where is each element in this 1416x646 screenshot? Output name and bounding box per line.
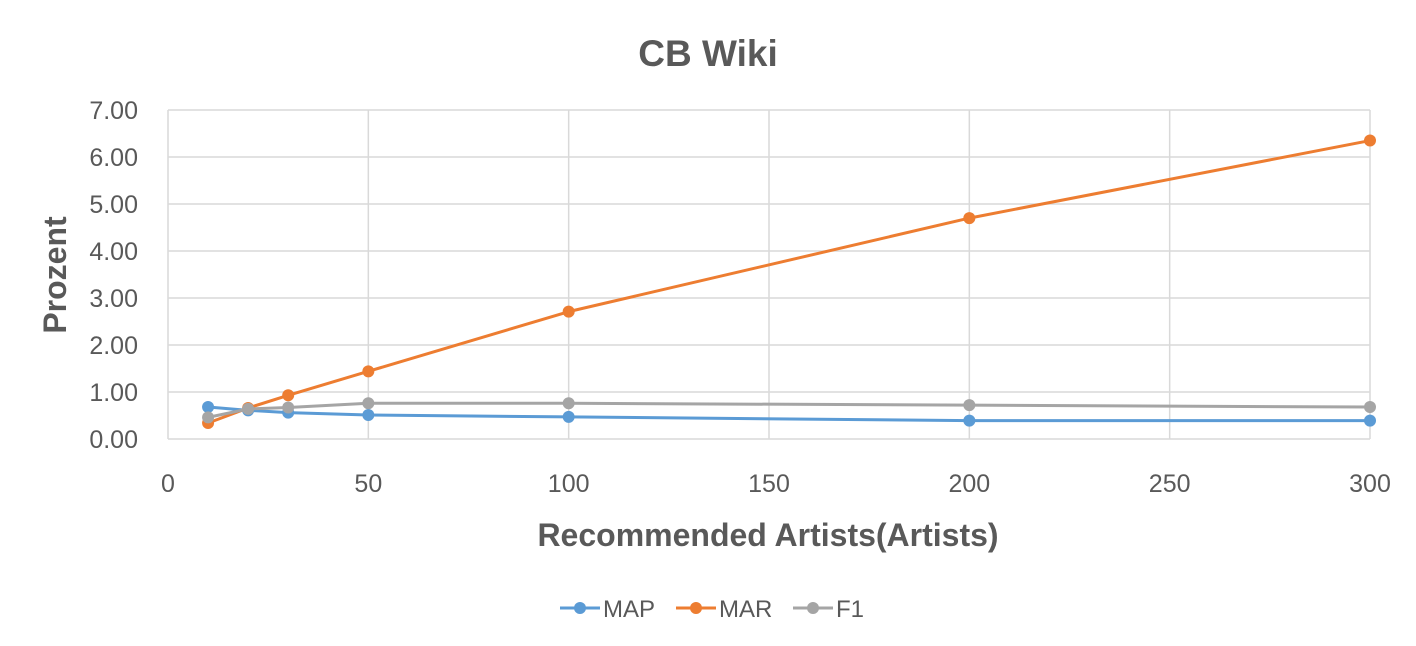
data-point-map [362, 409, 375, 422]
y-tick-label: 5.00 [89, 191, 138, 219]
data-point-map [202, 401, 215, 414]
gridlines [167, 109, 1371, 440]
legend-swatch-marker [690, 602, 702, 614]
data-point-f1 [963, 399, 976, 412]
y-tick-label: 3.00 [89, 285, 138, 313]
data-point-f1 [242, 402, 255, 415]
data-point-mar [1364, 134, 1376, 147]
y-tick-label: 6.00 [89, 144, 138, 172]
data-point-mar [282, 389, 295, 402]
x-tick-label: 300 [1349, 470, 1391, 498]
x-axis-ticks: 0 50 100 150 200 250 300 [161, 470, 1391, 498]
y-tick-label: 2.00 [89, 332, 138, 360]
x-axis-title: Recommended Artists(Artists) [537, 517, 998, 553]
data-point-mar [963, 212, 976, 225]
legend-item-map: MAP [560, 596, 655, 623]
legend-label: MAP [603, 596, 655, 623]
data-point-mar [562, 305, 575, 318]
y-tick-label: 0.00 [89, 426, 138, 454]
x-tick-label: 250 [1149, 470, 1191, 498]
legend-label: MAR [719, 596, 772, 623]
series-lines [202, 134, 1376, 430]
legend-item-f1: F1 [793, 596, 864, 623]
data-point-f1 [362, 397, 375, 410]
y-axis-ticks: 0.00 1.00 2.00 3.00 4.00 5.00 6.00 7.00 [89, 97, 138, 454]
x-tick-label: 200 [948, 470, 990, 498]
x-tick-label: 100 [548, 470, 590, 498]
legend: MAP MAR F1 [560, 596, 864, 623]
data-point-map [562, 410, 575, 423]
x-tick-label: 150 [748, 470, 790, 498]
legend-swatch-marker [807, 602, 819, 614]
x-tick-label: 50 [354, 470, 382, 498]
data-point-f1 [202, 411, 215, 424]
data-point-map [963, 414, 976, 427]
y-axis-title: Prozent [37, 216, 73, 334]
chart-title: CB Wiki [638, 33, 777, 74]
legend-label: F1 [836, 596, 864, 623]
legend-swatch-marker [574, 602, 586, 614]
data-point-f1 [1364, 401, 1376, 414]
y-tick-label: 1.00 [89, 379, 138, 407]
series-f1 [202, 397, 1376, 424]
y-tick-label: 7.00 [89, 97, 138, 125]
legend-item-mar: MAR [676, 596, 772, 623]
data-point-mar [362, 365, 375, 378]
x-tick-label: 0 [161, 470, 175, 498]
data-point-map [1364, 414, 1376, 427]
data-point-f1 [562, 397, 575, 410]
data-point-f1 [282, 401, 295, 414]
y-tick-label: 4.00 [89, 238, 138, 266]
